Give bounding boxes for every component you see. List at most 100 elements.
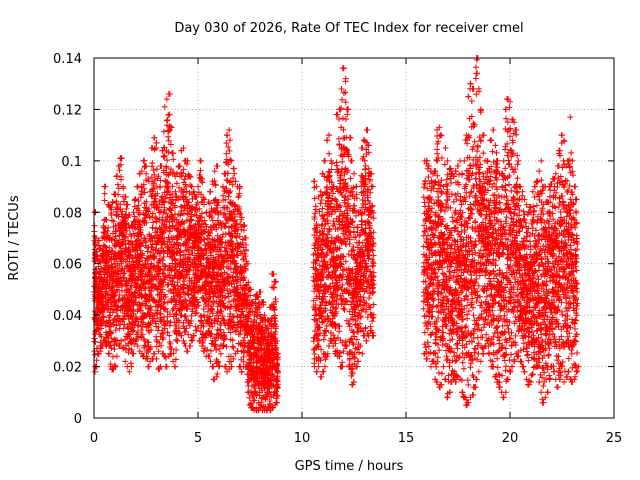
data-point (111, 236, 118, 243)
data-point (144, 248, 151, 255)
data-point (151, 134, 158, 141)
data-point (170, 170, 177, 177)
data-point (341, 306, 348, 313)
data-point (128, 360, 135, 367)
data-point (160, 248, 167, 255)
data-point (136, 258, 143, 265)
data-point (156, 255, 163, 262)
data-point (159, 336, 166, 343)
data-point (125, 287, 132, 294)
data-point (148, 327, 155, 334)
data-point (198, 157, 205, 164)
data-point (370, 215, 377, 222)
data-point (166, 322, 173, 329)
data-point (126, 320, 133, 327)
data-point (347, 134, 354, 141)
data-point (342, 116, 349, 123)
data-point (125, 211, 132, 218)
data-point (169, 183, 176, 190)
data-point (96, 269, 103, 276)
data-point (149, 224, 156, 231)
data-point (326, 132, 333, 139)
data-point (154, 291, 161, 298)
data-point (156, 364, 163, 371)
data-point (125, 278, 132, 285)
data-point-min (113, 353, 120, 360)
data-point (156, 297, 163, 304)
data-point (118, 176, 125, 183)
data-point (139, 300, 146, 307)
data-point (109, 280, 116, 287)
data-point (347, 175, 354, 182)
data-point (129, 307, 136, 314)
data-point (142, 163, 149, 169)
data-point (157, 208, 164, 215)
data-point (106, 329, 113, 336)
data-point-max (103, 217, 110, 223)
data-point (147, 277, 154, 284)
data-point (113, 208, 120, 215)
data-point (143, 219, 150, 226)
data-point (120, 185, 127, 192)
data-point (350, 228, 357, 235)
data-point (238, 368, 245, 375)
data-point (144, 355, 151, 362)
data-point (140, 157, 147, 164)
data-point (129, 350, 136, 357)
data-point (128, 340, 135, 347)
data-point (162, 354, 169, 361)
data-point (169, 150, 176, 157)
data-point (125, 349, 132, 356)
data-point (181, 313, 188, 320)
data-point (163, 164, 170, 171)
data-point (164, 188, 171, 195)
data-point (107, 320, 114, 327)
data-point (108, 335, 115, 342)
data-point-max (211, 168, 218, 175)
data-point (98, 333, 105, 340)
data-point (123, 212, 130, 219)
data-point (161, 153, 168, 160)
data-point (101, 197, 108, 204)
data-point (165, 128, 172, 135)
data-point (169, 307, 176, 314)
data-point-max (226, 127, 233, 133)
data-point (157, 265, 164, 272)
data-point (120, 316, 127, 323)
data-point (365, 255, 372, 262)
data-point (167, 205, 174, 212)
data-point (110, 293, 117, 300)
data-point (104, 227, 111, 234)
data-point (166, 311, 173, 318)
data-point (121, 321, 128, 328)
data-point (370, 332, 377, 339)
data-point-min (157, 363, 164, 370)
data-point (158, 329, 165, 336)
data-point (369, 318, 376, 325)
data-point (133, 336, 140, 343)
data-point (146, 322, 153, 329)
data-point (117, 155, 124, 162)
data-point (170, 156, 177, 163)
data-point (159, 193, 166, 200)
data-point-min (359, 350, 366, 357)
data-point (177, 173, 184, 180)
data-point (116, 167, 123, 174)
data-point (91, 222, 98, 229)
data-point (163, 122, 170, 129)
data-point (173, 336, 180, 343)
data-point (112, 289, 119, 296)
data-point (111, 299, 118, 306)
data-point (161, 204, 168, 211)
data-point (164, 282, 171, 289)
data-point (163, 218, 170, 225)
data-point (99, 314, 106, 321)
data-point (135, 321, 142, 328)
data-point (152, 214, 159, 221)
data-point-max (155, 173, 162, 180)
data-point (370, 301, 377, 308)
data-point (169, 191, 176, 198)
data-points (91, 55, 582, 414)
data-point (128, 346, 135, 353)
data-point (162, 305, 169, 312)
